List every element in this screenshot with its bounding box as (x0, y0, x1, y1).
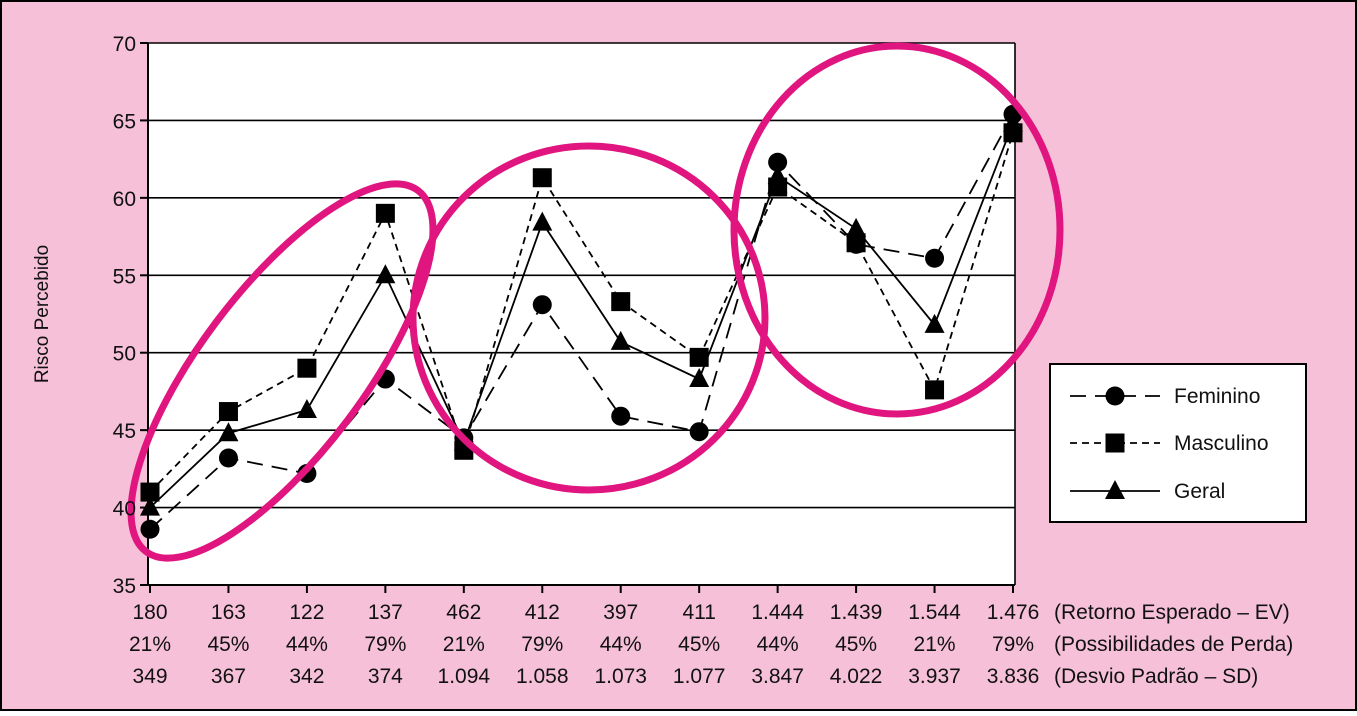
data-point (1105, 433, 1125, 453)
data-point (689, 422, 709, 442)
data-point (611, 406, 631, 426)
data-point (846, 233, 866, 253)
data-point (532, 295, 552, 315)
data-point (375, 203, 395, 223)
data-point (689, 368, 710, 388)
legend-entry-feminino: Feminino (1070, 385, 1260, 408)
data-point (689, 347, 709, 367)
data-point (140, 496, 160, 516)
legend-label: Geral (1174, 480, 1225, 503)
x-category-label: 4.022 (830, 665, 883, 688)
x-category-label: 44% (286, 633, 328, 656)
plot-area (148, 43, 1015, 585)
y-tick-label: 50 (113, 343, 136, 366)
legend-label: Masculino (1174, 432, 1269, 455)
data-point (218, 448, 238, 468)
x-category-label: 1.544 (908, 601, 961, 624)
x-row-label: (Retorno Esperado – EV) (1054, 601, 1290, 624)
data-point (924, 313, 945, 333)
x-category-label: 3.836 (987, 665, 1040, 688)
data-point (296, 399, 317, 419)
x-category-label: 45% (207, 633, 249, 656)
legend-entry-masculino: Masculino (1070, 432, 1269, 455)
highlight-ellipse (127, 180, 437, 562)
x-category-label: 137 (368, 601, 403, 624)
x-category-rows: 180 163 122 137 462 412 397 411 1.444 1.439 1.544 1… (129, 601, 1293, 688)
x-category-label: 1.058 (516, 665, 569, 688)
x-row-label: (Desvio Padrão – SD) (1054, 665, 1258, 688)
x-category-label: 21% (443, 633, 485, 656)
y-tick-labels: 35 40 45 50 55 60 65 70 (113, 33, 136, 598)
x-category-label: 374 (368, 665, 403, 688)
x-category-label: 1.077 (673, 665, 726, 688)
x-category-label: 1.073 (594, 665, 647, 688)
data-point (610, 330, 631, 350)
highlight-ellipse (730, 42, 1064, 418)
data-point (218, 422, 239, 442)
data-point (768, 152, 788, 172)
x-category-label: 44% (757, 633, 799, 656)
data-point (611, 292, 631, 312)
x-category-label: 1.444 (751, 601, 804, 624)
data-point (218, 402, 238, 422)
x-category-label: 44% (600, 633, 642, 656)
x-category-label: 3.937 (908, 665, 961, 688)
x-category-label: 79% (364, 633, 406, 656)
data-point (375, 264, 396, 284)
x-row-label: (Possibilidades de Perda) (1054, 633, 1293, 656)
x-category-label: 397 (603, 601, 638, 624)
x-category-label: 79% (992, 633, 1034, 656)
data-point (532, 211, 553, 231)
data-point (767, 165, 788, 185)
data-point (1105, 386, 1125, 406)
x-category-label: 21% (129, 633, 171, 656)
highlight-ellipses (127, 42, 1064, 562)
y-axis-label: Risco Percebido (32, 245, 53, 383)
x-category-label: 163 (211, 601, 246, 624)
legend-label: Feminino (1174, 385, 1260, 408)
x-category-label: 122 (289, 601, 324, 624)
data-point (1105, 480, 1125, 499)
x-category-label: 45% (835, 633, 877, 656)
x-category-label: 411 (682, 601, 715, 624)
y-tick-label: 55 (113, 265, 136, 288)
data-point (925, 248, 945, 268)
x-category-label: 1.476 (987, 601, 1040, 624)
y-tick-label: 65 (113, 110, 136, 133)
highlight-ellipse (409, 142, 769, 494)
x-category-label: 79% (521, 633, 563, 656)
x-category-label: 1.094 (438, 665, 491, 688)
gridlines (148, 42, 1015, 509)
x-category-label: 367 (211, 665, 246, 688)
x-category-label: 462 (446, 601, 481, 624)
series-line (149, 123, 1014, 509)
x-category-label: 180 (132, 601, 167, 624)
x-category-label: 45% (678, 633, 720, 656)
legend-box (1049, 363, 1307, 523)
data-point (925, 380, 945, 400)
y-tick-label: 60 (113, 188, 136, 211)
x-category-label: 21% (914, 633, 956, 656)
x-category-label: 3.847 (751, 665, 804, 688)
legend: Feminino Masculino Geral (1049, 363, 1307, 523)
series-geral (140, 112, 1023, 516)
data-point (297, 358, 317, 378)
x-category-label: 349 (132, 665, 167, 688)
x-category-label: 412 (525, 601, 560, 624)
x-category-label: 1.439 (830, 601, 883, 624)
data-point (140, 482, 160, 502)
legend-entry-geral: Geral (1070, 480, 1225, 503)
x-category-label: 342 (289, 665, 324, 688)
data-point (532, 168, 552, 188)
data-point (140, 519, 160, 539)
series-line (149, 113, 1014, 530)
y-tick-label: 35 (113, 575, 136, 598)
data-point (846, 217, 867, 237)
y-tick-label: 45 (113, 420, 136, 443)
y-tick-label: 40 (113, 498, 136, 521)
data-point (1003, 112, 1023, 132)
y-tick-label: 70 (113, 33, 136, 56)
